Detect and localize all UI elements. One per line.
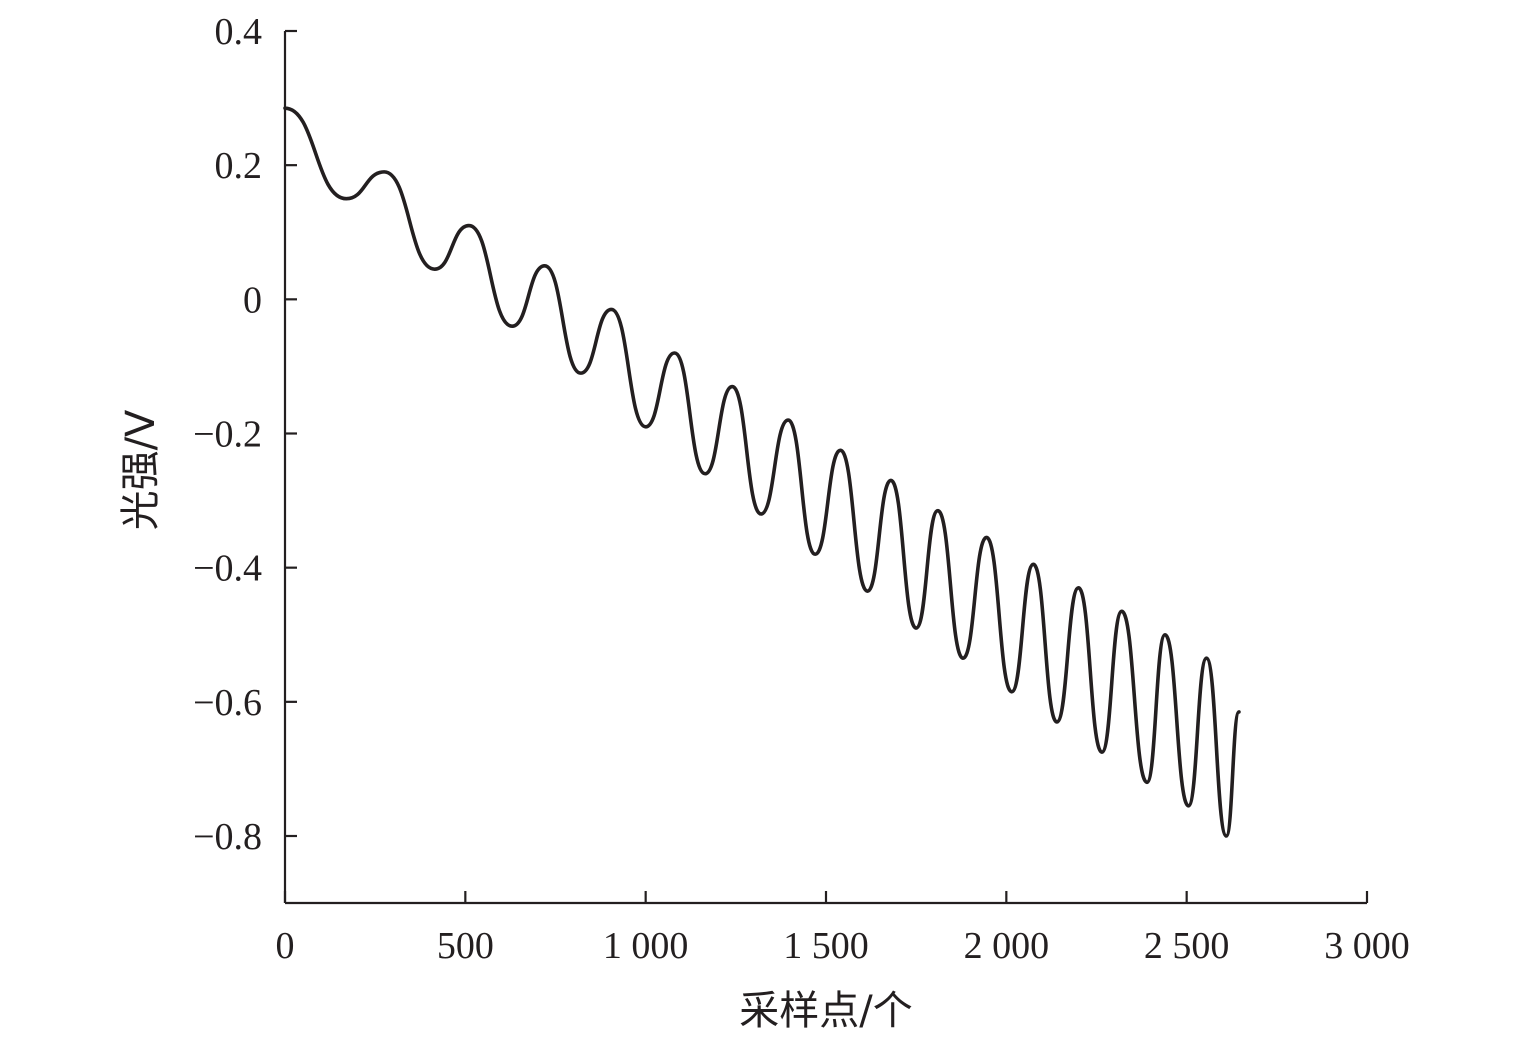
y-tick-label: 0.4 bbox=[215, 11, 263, 53]
x-tick-label: 3 000 bbox=[1324, 925, 1410, 967]
y-axis-title: 光强/V bbox=[118, 409, 164, 530]
y-tick-label: 0.2 bbox=[215, 145, 263, 187]
y-tick-label: 0 bbox=[243, 279, 262, 321]
x-tick-label: 1 500 bbox=[783, 925, 869, 967]
x-tick-label: 0 bbox=[276, 925, 295, 967]
y-tick-label: −0.8 bbox=[193, 816, 262, 858]
x-axis-title: 采样点/个 bbox=[739, 988, 912, 1034]
x-tick-label: 1 000 bbox=[603, 925, 689, 967]
y-tick-label: −0.4 bbox=[193, 548, 262, 590]
axes bbox=[283, 31, 1367, 905]
x-ticks: 0 500 1 000 1 500 2 000 2 500 3 000 bbox=[276, 891, 1410, 967]
y-tick-label: −0.2 bbox=[193, 414, 262, 456]
x-tick-label: 2 500 bbox=[1144, 925, 1230, 967]
series-group bbox=[283, 106, 1241, 838]
x-tick-label: 500 bbox=[437, 925, 494, 967]
y-ticks: 0.4 0.2 0 −0.2 −0.4 −0.6 −0.8 bbox=[193, 11, 297, 858]
x-tick-label: 2 000 bbox=[964, 925, 1050, 967]
series-line bbox=[283, 106, 1241, 838]
y-tick-label: −0.6 bbox=[193, 682, 262, 724]
